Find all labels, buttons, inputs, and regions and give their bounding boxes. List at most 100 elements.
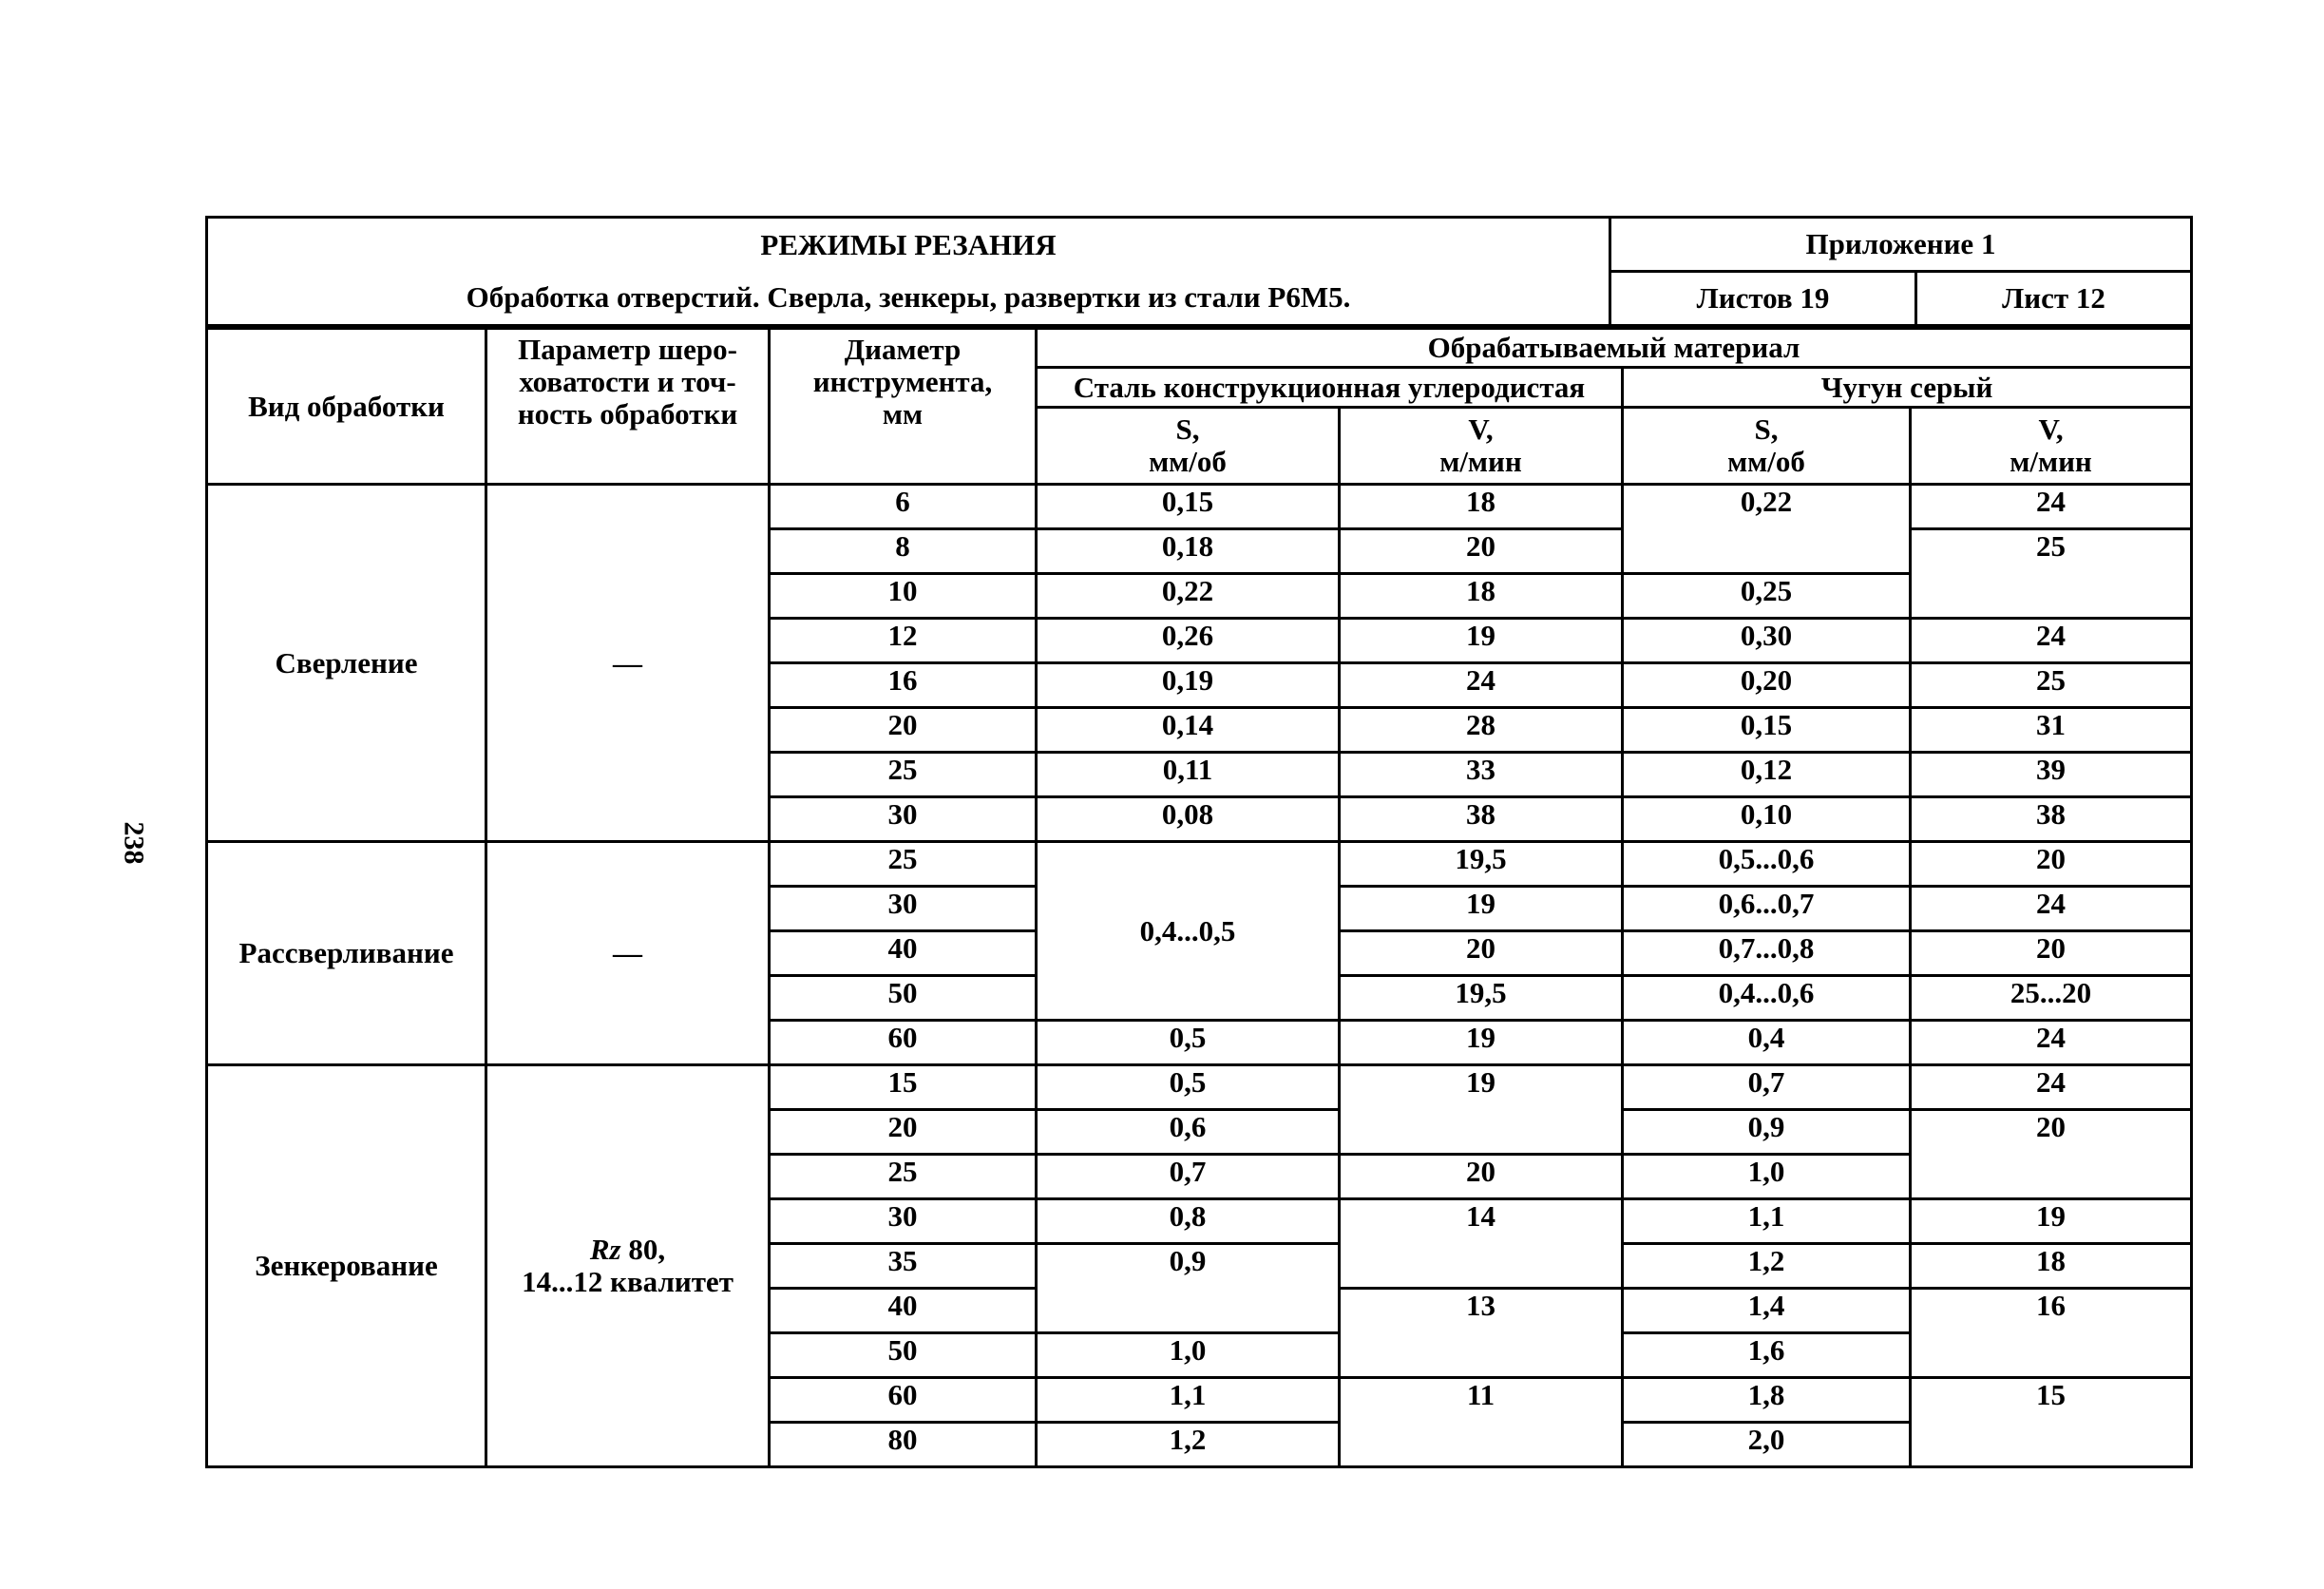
page-number: 238 [118,821,150,865]
table-cell: 0,9 [1035,1242,1341,1334]
table-cell: 25 [768,1153,1038,1200]
header-cast-feed: S, мм/об [1621,406,1912,486]
table-cell: 39 [1908,751,2194,798]
table-cell: 13 [1338,1287,1624,1379]
table-row: 30 19 0,6...0,7 24 [207,885,2194,932]
table-cell: 20 [1908,1108,2194,1200]
table-cell: 20 [1908,840,2194,888]
table-row: 80 1,2 2,0 [207,1421,2192,1468]
table-cell: 12 [768,617,1038,664]
table-cell: 0,19 [1035,661,1341,709]
table-row: 60 1,1 11 1,8 15 [207,1376,2194,1468]
table-cell: 30 [768,1197,1038,1245]
roughness-value: 80, 14...12 квалитет [522,1233,733,1298]
table-row: 8 0,18 20 25 [207,527,2194,620]
table-row: Рассверливание —25 0,4...0,5 19,5 0,5...0,6 2… [205,840,2194,1066]
table-row: 16 0,19 24 0,20 25 [207,661,2194,709]
table-body: Сверление —6 0,15 18 0,22 24 8 0,18 20 25 10 0,22 18… [205,483,2194,1468]
table-cell: 38 [1908,795,2194,843]
header-steel-speed: V, м/мин [1338,406,1624,486]
table-row: 40 13 1,4 16 [207,1287,2194,1379]
table-row: 40 20 0,7...0,8 20 [207,929,2194,977]
title-block: РЕЖИМЫ РЕЗАНИЯ Приложение 1 Обработка от… [205,216,2193,327]
table-cell: 16 [768,661,1038,709]
table-cell: 1,8 [1621,1376,1912,1424]
table-row: Сверление —6 0,15 18 0,22 24 [205,483,2194,843]
table-cell: 0,5 [1035,1019,1341,1066]
table-cell: 25 [1908,661,2194,709]
table-cell: 0,15 [1621,706,1912,754]
table-cell: 25 [768,840,1038,888]
table-cell: 19,5 [1338,974,1624,1022]
table-cell: 15 [1908,1376,2194,1468]
table-cell: 1,2 [1035,1421,1341,1468]
table-cell: 2,0 [1621,1421,1912,1468]
table-cell: 1,2 [1621,1242,1912,1290]
table-cell: 30 [768,885,1038,932]
table-cell: 0,12 [1621,751,1912,798]
table-cell: 1,4 [1621,1287,1912,1334]
table-cell: 24 [1908,617,2194,664]
table-cell: 0,22 [1621,483,1912,575]
table-cell: 8 [768,527,1038,575]
table-row: 20 0,6 0,9 20 [207,1108,2194,1200]
table-cell: 0,6...0,7 [1621,885,1912,932]
table-cell: 15 [768,1063,1038,1111]
table-cell: 20 [1338,929,1624,977]
table-cell: 0,30 [1621,617,1912,664]
table-cell: 25...20 [1908,974,2194,1022]
table-row: 20 0,14 28 0,15 31 [207,706,2194,754]
table-row: 60 0,5 19 0,4 24 [207,1019,2194,1066]
table-cell: 20 [1908,929,2194,977]
table-cell: 0,18 [1035,527,1341,575]
header-steel: Сталь конструкционная углеродистая [1035,366,1624,409]
table-cell: Рассверливание [205,840,487,1066]
table-cell: Rz 80, 14...12 квалитет [485,1063,771,1468]
table-cell: 60 [768,1376,1038,1424]
table-cell: 11 [1338,1376,1624,1468]
table-cell: 0,22 [1035,572,1341,620]
table-row: 50 19,5 0,4...0,6 25...20 [207,974,2194,1022]
table-cell: 1,0 [1035,1331,1341,1379]
roughness-symbol: Rz [589,1233,621,1266]
table-cell: 0,20 [1621,661,1912,709]
table-row: 25 0,11 33 0,12 39 [207,751,2194,798]
table-cell: 25 [1908,527,2194,620]
table-cell: 0,14 [1035,706,1341,754]
table-cell: 0,7...0,8 [1621,929,1912,977]
table-cell: 0,15 [1035,483,1341,530]
table-cell: 0,7 [1621,1063,1912,1111]
table-cell: 6 [768,483,1038,530]
table-cell: 19,5 [1338,840,1624,888]
table-cell: 24 [1908,885,2194,932]
table-cell: 19 [1338,1063,1624,1156]
table-cell: 35 [768,1242,1038,1290]
table-row: 30 0,8 14 1,1 19 [207,1197,2194,1290]
table-cell: 30 [768,795,1038,843]
sheets-total: Листов 19 [1609,270,1917,327]
table-cell: 24 [1908,483,2194,530]
table-cell: 0,08 [1035,795,1341,843]
table-cell: 19 [1338,1019,1624,1066]
table-row: 35 0,9 1,2 18 [207,1242,2194,1334]
table-cell: 19 [1908,1197,2194,1245]
table-row: 10 0,22 18 0,25 [207,572,2192,620]
table-cell: 19 [1338,617,1624,664]
table-cell: 0,7 [1035,1153,1341,1200]
table-cell: 80 [768,1421,1038,1468]
table-cell: 25 [768,751,1038,798]
appendix-label: Приложение 1 [1609,216,2193,273]
table-cell: 20 [1338,527,1624,575]
table-cell: 20 [1338,1153,1624,1200]
table-row: 12 0,26 19 0,30 24 [207,617,2194,664]
table-cell: 0,5...0,6 [1621,840,1912,888]
table-row: 30 0,08 38 0,10 38 [207,795,2194,843]
table-cell: 40 [768,929,1038,977]
table-row: Зенкерование Rz 80, 14...12 квалитет 15 0,5… [205,1063,2194,1468]
table-cell: 0,4 [1621,1019,1912,1066]
table-cell: 19 [1338,885,1624,932]
header-process: Вид обработки [205,327,487,486]
table-cell: 31 [1908,706,2194,754]
table-cell: 18 [1338,483,1624,530]
table-cell: — [485,840,771,1066]
